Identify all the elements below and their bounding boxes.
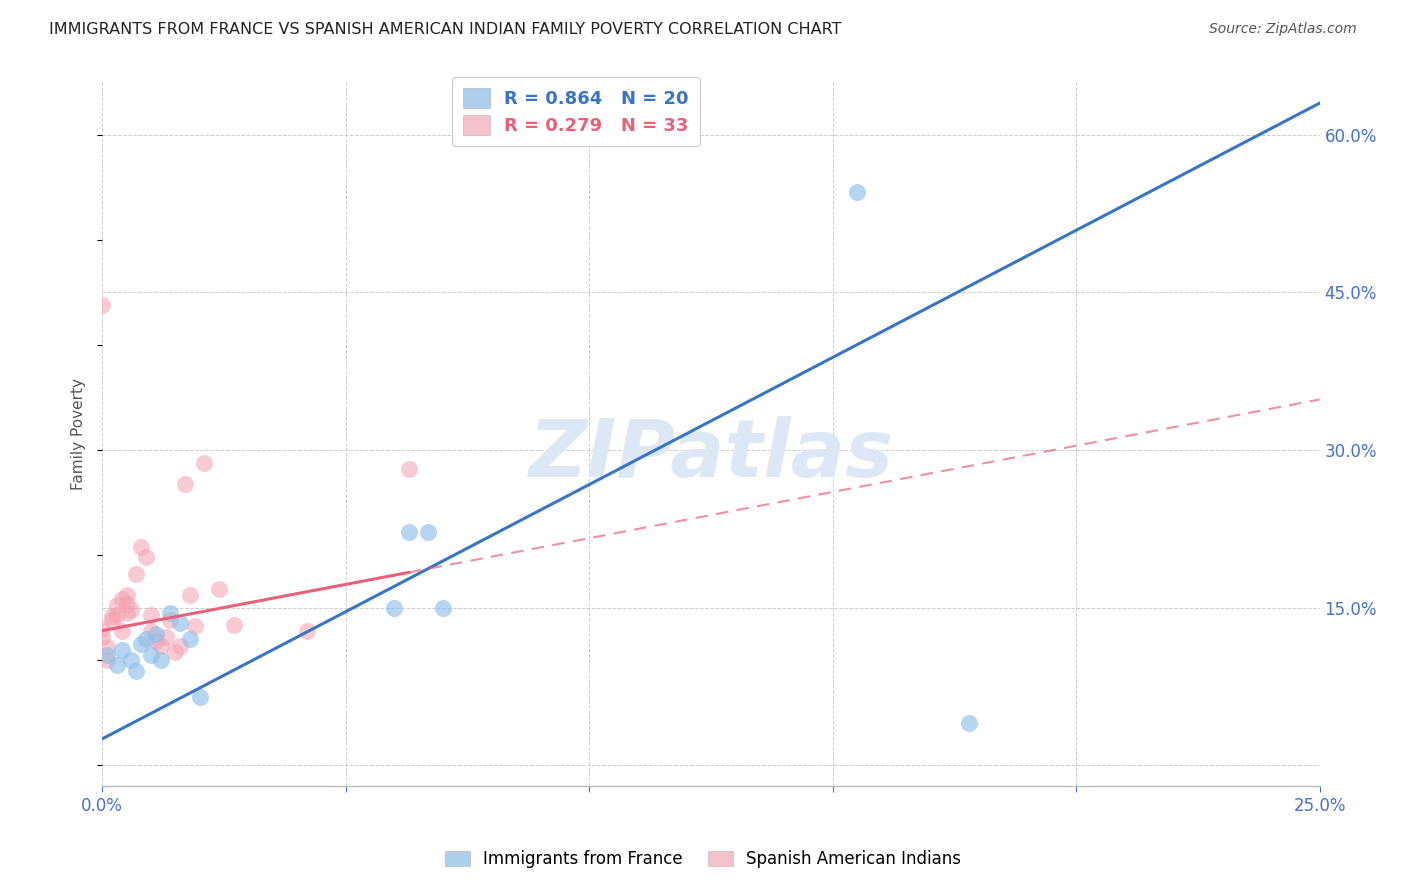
Point <box>115 588 138 602</box>
Point <box>145 627 167 641</box>
Point <box>382 600 405 615</box>
Y-axis label: Family Poverty: Family Poverty <box>72 378 86 490</box>
Legend: R = 0.864   N = 20, R = 0.279   N = 33: R = 0.864 N = 20, R = 0.279 N = 33 <box>453 77 700 145</box>
Point <box>179 588 201 602</box>
Point <box>96 640 118 655</box>
Point <box>139 607 162 622</box>
Point <box>155 630 177 644</box>
Point <box>96 653 118 667</box>
Point <box>125 566 148 581</box>
Point <box>174 476 197 491</box>
Point <box>165 645 187 659</box>
Point <box>111 592 134 607</box>
Point <box>169 616 191 631</box>
Point <box>398 462 420 476</box>
Point <box>105 607 128 622</box>
Point <box>120 653 142 667</box>
Point <box>222 618 245 632</box>
Point <box>139 648 162 662</box>
Point <box>179 632 201 646</box>
Point <box>432 600 454 615</box>
Legend: Immigrants from France, Spanish American Indians: Immigrants from France, Spanish American… <box>439 844 967 875</box>
Text: Source: ZipAtlas.com: Source: ZipAtlas.com <box>1209 22 1357 37</box>
Point <box>398 524 420 539</box>
Point <box>129 637 152 651</box>
Point <box>145 634 167 648</box>
Text: IMMIGRANTS FROM FRANCE VS SPANISH AMERICAN INDIAN FAMILY POVERTY CORRELATION CHA: IMMIGRANTS FROM FRANCE VS SPANISH AMERIC… <box>49 22 842 37</box>
Point <box>846 186 869 200</box>
Point <box>115 606 138 620</box>
Point <box>135 550 157 565</box>
Point <box>105 658 128 673</box>
Point <box>149 653 172 667</box>
Point <box>159 613 181 627</box>
Point <box>91 630 114 644</box>
Point <box>115 598 138 612</box>
Point <box>159 606 181 620</box>
Point <box>101 613 124 627</box>
Point <box>111 642 134 657</box>
Point <box>418 524 440 539</box>
Point <box>91 298 114 312</box>
Point <box>295 624 318 638</box>
Point <box>188 690 211 704</box>
Point <box>129 540 152 554</box>
Point <box>193 456 215 470</box>
Text: ZIPatlas: ZIPatlas <box>529 417 893 494</box>
Point <box>169 640 191 654</box>
Point <box>91 622 114 636</box>
Point <box>135 632 157 646</box>
Point <box>125 664 148 678</box>
Point <box>96 648 118 662</box>
Point <box>105 599 128 613</box>
Point <box>957 716 980 731</box>
Point <box>139 624 162 638</box>
Point <box>208 582 231 596</box>
Point <box>101 608 124 623</box>
Point <box>149 640 172 654</box>
Point <box>120 602 142 616</box>
Point <box>111 624 134 638</box>
Point <box>184 619 207 633</box>
